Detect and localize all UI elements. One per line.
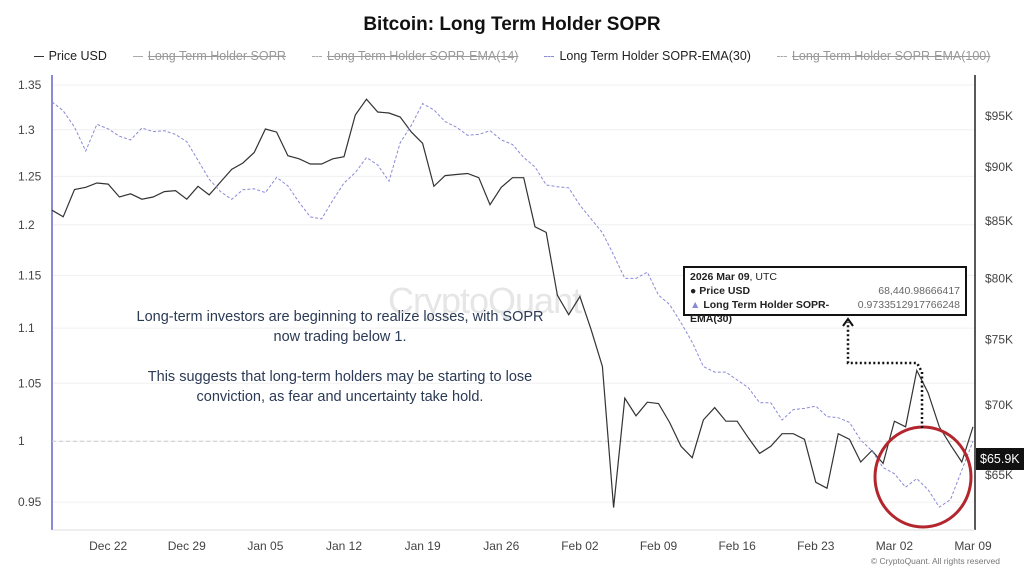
copyright-footer: © CryptoQuant. All rights reserved <box>870 556 1000 566</box>
x-tick-label: Mar 02 <box>876 539 914 553</box>
tooltip-label: Long Term Holder SOPR-EMA(30) <box>690 299 830 325</box>
x-tick-label: Dec 22 <box>89 539 127 553</box>
watermark: CryptoQuant <box>388 280 582 321</box>
y-right-tick-label: $85K <box>985 214 1013 228</box>
arrowhead-icon <box>842 317 854 327</box>
y-right-tick-label: $65K <box>985 468 1013 482</box>
legend: Price USD Long Term Holder SOPR Long Ter… <box>0 49 1024 63</box>
y-left-tick-label: 1.05 <box>18 376 42 390</box>
x-tick-label: Mar 09 <box>954 539 992 553</box>
legend-lth-sopr-ema30[interactable]: Long Term Holder SOPR-EMA(30) <box>544 49 751 63</box>
tooltip: 2026 Mar 09, UTC ● Price USD 68,440.98666… <box>683 266 967 325</box>
highlight-circle <box>873 425 973 529</box>
y-left-tick-label: 1.35 <box>18 78 42 92</box>
x-tick-label: Feb 16 <box>718 539 756 553</box>
y-left-tick-label: 1.2 <box>18 218 35 232</box>
legend-label: Long Term Holder SOPR <box>147 49 286 63</box>
tooltip-date: 2026 Mar 09, UTC <box>690 270 960 284</box>
tooltip-date-value: 2026 Mar 09 <box>690 271 750 283</box>
tooltip-row-price: ● Price USD 68,440.98666417 <box>690 284 960 298</box>
legend-label: Long Term Holder SOPR-EMA(30) <box>559 49 751 63</box>
y-left-tick-label: 1.15 <box>18 268 42 282</box>
y-right-tick-label: $95K <box>985 109 1013 123</box>
dot-icon: ● <box>690 285 697 297</box>
chart-title: Bitcoin: Long Term Holder SOPR <box>363 14 661 35</box>
legend-label: Long Term Holder SOPR-EMA(100) <box>791 49 991 63</box>
triangle-icon: ▲ <box>690 299 701 311</box>
current-price-label: $65.9K <box>976 448 1024 470</box>
y-left-tick-label: 1.3 <box>18 123 35 137</box>
annotation-paragraph-2: This suggests that long-term holders may… <box>147 369 533 405</box>
dashed-line-icon <box>311 55 322 57</box>
series-line-sopr-ema30 <box>51 101 974 508</box>
dotted-arrow <box>846 322 924 428</box>
x-tick-label: Jan 12 <box>326 539 362 553</box>
annotation-text: Long-term investors are beginning to rea… <box>130 307 550 427</box>
tooltip-value: 68,440.98666417 <box>878 285 960 297</box>
x-tick-label: Jan 26 <box>483 539 519 553</box>
tooltip-label: Price USD <box>699 285 751 297</box>
series-line-price-usd <box>51 98 974 508</box>
legend-lth-sopr[interactable]: Long Term Holder SOPR <box>132 49 286 63</box>
x-tick-label: Jan 19 <box>405 539 441 553</box>
y-right-tick-label: $80K <box>985 272 1013 286</box>
x-tick-label: Feb 09 <box>640 539 678 553</box>
y-left-tick-label: 1.1 <box>18 321 35 335</box>
legend-lth-sopr-ema100[interactable]: Long Term Holder SOPR-EMA(100) <box>776 49 991 63</box>
tooltip-value: 0.9733512917766248 <box>857 299 960 311</box>
legend-label: Long Term Holder SOPR-EMA(14) <box>326 49 519 63</box>
legend-label: Price USD <box>48 49 107 63</box>
y-right-tick-label: $70K <box>985 398 1013 412</box>
solid-line-icon <box>132 55 143 57</box>
y-left-tick-label: 1.25 <box>18 169 42 183</box>
y-right-tick-label: $90K <box>985 160 1013 174</box>
y-left-tick-label: 1 <box>18 434 25 448</box>
annotation-paragraph-1: Long-term investors are beginning to rea… <box>136 309 544 345</box>
tooltip-tz: , UTC <box>749 271 777 283</box>
x-tick-label: Dec 29 <box>168 539 206 553</box>
x-tick-label: Jan 05 <box>247 539 283 553</box>
x-tick-label: Feb 02 <box>561 539 599 553</box>
x-tick-label: Feb 23 <box>797 539 835 553</box>
legend-lth-sopr-ema14[interactable]: Long Term Holder SOPR-EMA(14) <box>311 49 519 63</box>
y-right-tick-label: $75K <box>985 333 1013 347</box>
y-left-tick-label: 0.95 <box>18 495 42 509</box>
solid-line-icon <box>33 55 44 57</box>
legend-price-usd[interactable]: Price USD <box>33 49 107 63</box>
dashed-line-icon <box>776 55 787 57</box>
dashed-line-icon <box>544 55 555 57</box>
tooltip-row-ema30: ▲ Long Term Holder SOPR-EMA(30) 0.9733512… <box>690 298 960 326</box>
